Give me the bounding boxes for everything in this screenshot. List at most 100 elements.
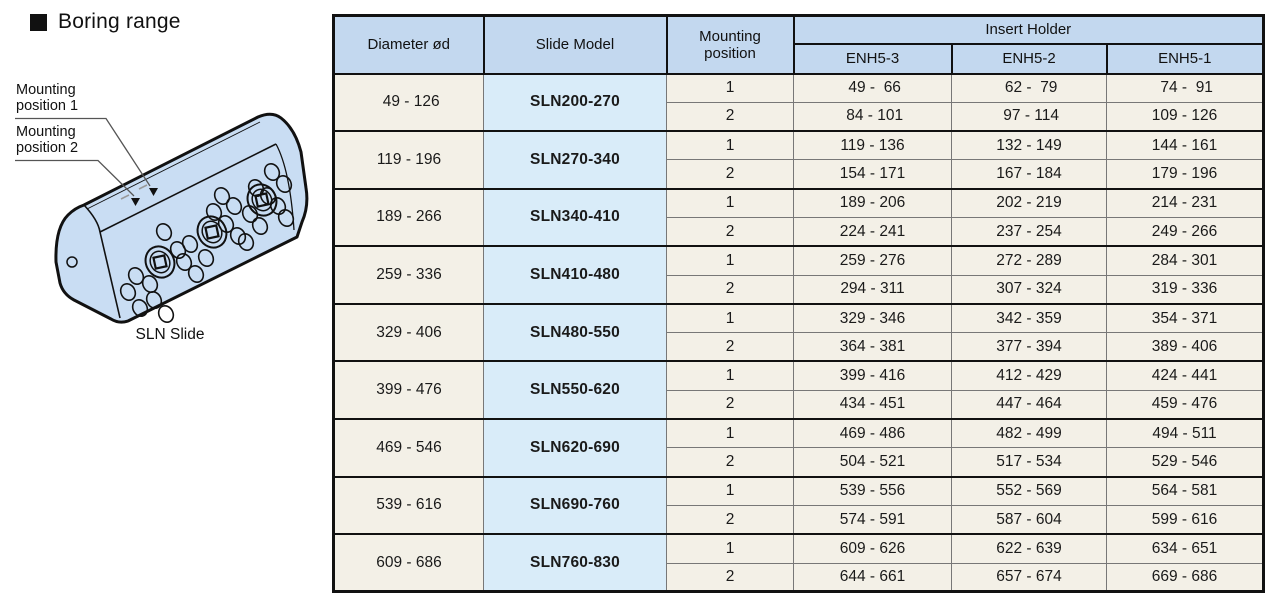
header-slide-model: Slide Model [482, 14, 668, 75]
range-cell: 564 - 581 [1105, 475, 1265, 506]
table-row: 119 - 196 SLN270-340 1 119 - 136 132 - 1… [333, 130, 1265, 190]
slide-body [54, 112, 309, 324]
model-cell: SLN550-620 [483, 360, 667, 420]
header-enh5-2: ENH5-2 [950, 42, 1108, 75]
range-cell: 552 - 569 [951, 475, 1107, 506]
range-cell: 109 - 126 [1105, 101, 1265, 132]
section-bullet-square [30, 13, 47, 31]
position-cell: 2 [666, 159, 794, 190]
table-row: 49 - 126 SLN200-270 1 49 - 66 62 - 79 74… [333, 72, 1265, 132]
diameter-cell: 329 - 406 [333, 302, 484, 362]
position-cell: 2 [666, 332, 794, 362]
position-cell: 2 [666, 274, 794, 305]
section-title-text: Boring range [58, 10, 181, 33]
range-cell: 574 - 591 [793, 504, 952, 535]
table-row: 2 294 - 311 307 - 324 319 - 336 [334, 274, 1265, 305]
model-cell: SLN620-690 [483, 418, 667, 478]
range-cell: 539 - 556 [793, 475, 952, 506]
header-mounting-line2: position [704, 44, 756, 62]
range-cell: 97 - 114 [951, 101, 1107, 132]
table-row: 609 - 686 SLN760-830 1 609 - 626 622 - 6… [333, 533, 1265, 593]
range-cell: 189 - 206 [793, 187, 952, 218]
range-cell: 389 - 406 [1105, 332, 1265, 362]
header-enh5-1: ENH5-1 [1105, 42, 1265, 75]
header-mounting-line1: Mounting [699, 27, 761, 45]
position-cell: 2 [666, 216, 794, 247]
range-cell: 249 - 266 [1105, 216, 1265, 247]
sln-slide-illustration [15, 112, 309, 324]
table-row: 2 504 - 521 517 - 534 529 - 546 [334, 447, 1265, 478]
range-cell: 307 - 324 [951, 274, 1107, 305]
section-title: Boring range [30, 10, 181, 34]
range-cell: 84 - 101 [793, 101, 952, 132]
table-row: 189 - 266 SLN340-410 1 189 - 206 202 - 2… [333, 187, 1265, 247]
model-cell: SLN480-550 [483, 302, 667, 362]
model-cell: SLN270-340 [483, 130, 667, 190]
range-cell: 144 - 161 [1105, 130, 1265, 161]
range-cell: 62 - 79 [951, 72, 1107, 103]
position-cell: 1 [666, 245, 794, 276]
range-cell: 482 - 499 [951, 418, 1107, 449]
diameter-cell: 539 - 616 [333, 475, 484, 535]
position-cell: 1 [666, 360, 794, 391]
position-cell: 2 [666, 447, 794, 478]
position-cell: 2 [666, 101, 794, 132]
range-cell: 657 - 674 [951, 562, 1107, 593]
diameter-cell: 189 - 266 [333, 187, 484, 247]
range-cell: 202 - 219 [951, 187, 1107, 218]
position-cell: 1 [666, 187, 794, 218]
range-cell: 469 - 486 [793, 418, 952, 449]
range-cell: 424 - 441 [1105, 360, 1265, 391]
table-row: 399 - 476 SLN550-620 1 399 - 416 412 - 4… [333, 360, 1265, 420]
position-cell: 2 [666, 389, 794, 420]
position-cell: 1 [666, 533, 794, 564]
table-row: 539 - 616 SLN690-760 1 539 - 556 552 - 5… [333, 475, 1265, 535]
range-cell: 319 - 336 [1105, 274, 1265, 305]
range-cell: 74 - 91 [1105, 72, 1265, 103]
range-cell: 504 - 521 [793, 447, 952, 478]
header-mounting-position: Mounting position [665, 14, 795, 75]
model-cell: SLN200-270 [483, 72, 667, 132]
range-cell: 377 - 394 [951, 332, 1107, 362]
callout-leader-lines [15, 117, 151, 197]
table-row: 259 - 336 SLN410-480 1 259 - 276 272 - 2… [333, 245, 1265, 305]
diameter-cell: 259 - 336 [333, 245, 484, 305]
header-enh5-3: ENH5-3 [792, 42, 953, 75]
range-cell: 434 - 451 [793, 389, 952, 420]
range-cell: 459 - 476 [1105, 389, 1265, 420]
range-cell: 599 - 616 [1105, 504, 1265, 535]
position-cell: 1 [666, 418, 794, 449]
diameter-cell: 399 - 476 [333, 360, 484, 420]
table-row: 2 224 - 241 237 - 254 249 - 266 [334, 216, 1265, 247]
position-cell: 1 [666, 72, 794, 103]
table-row: 2 574 - 591 587 - 604 599 - 616 [334, 504, 1265, 535]
range-cell: 644 - 661 [793, 562, 952, 593]
model-cell: SLN410-480 [483, 245, 667, 305]
position-cell: 1 [666, 130, 794, 161]
position-cell: 2 [666, 504, 794, 535]
range-cell: 119 - 136 [793, 130, 952, 161]
range-cell: 412 - 429 [951, 360, 1107, 391]
range-cell: 214 - 231 [1105, 187, 1265, 218]
diameter-cell: 609 - 686 [333, 533, 484, 593]
boring-range-table: Diameter ød Slide Model Mounting positio… [332, 14, 1266, 594]
model-cell: SLN760-830 [483, 533, 667, 593]
range-cell: 399 - 416 [793, 360, 952, 391]
range-cell: 284 - 301 [1105, 245, 1265, 276]
range-cell: 494 - 511 [1105, 418, 1265, 449]
range-cell: 294 - 311 [793, 274, 952, 305]
diameter-cell: 49 - 126 [333, 72, 484, 132]
range-cell: 529 - 546 [1105, 447, 1265, 478]
range-cell: 669 - 686 [1105, 562, 1265, 593]
range-cell: 329 - 346 [793, 302, 952, 334]
socket-holes [144, 183, 278, 279]
range-cell: 447 - 464 [951, 389, 1107, 420]
header-diameter: Diameter ød [332, 14, 485, 75]
range-cell: 342 - 359 [951, 302, 1107, 334]
range-cell: 49 - 66 [793, 72, 952, 103]
callout-mounting-position-1: Mounting position 1 [16, 82, 79, 114]
range-cell: 587 - 604 [951, 504, 1107, 535]
range-cell: 154 - 171 [793, 159, 952, 190]
header-insert-holder: Insert Holder [792, 14, 1265, 45]
model-cell: SLN340-410 [483, 187, 667, 247]
